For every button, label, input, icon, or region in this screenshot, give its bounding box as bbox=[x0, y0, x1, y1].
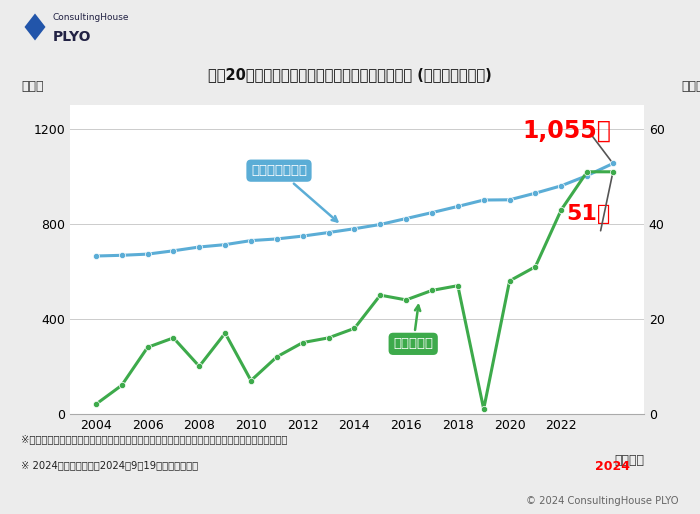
Text: 1,055円: 1,055円 bbox=[522, 118, 611, 142]
Polygon shape bbox=[25, 13, 46, 41]
Text: ※ 2024年度の数値は、2024年9月19日現在の見込額: ※ 2024年度の数値は、2024年9月19日現在の見込額 bbox=[21, 460, 198, 470]
Text: 2024: 2024 bbox=[596, 460, 631, 473]
Text: （年度）: （年度） bbox=[614, 454, 644, 467]
Text: 過去20年間の地域別最低賃金と引き上げ額の推移 (全国加重平均額): 過去20年間の地域別最低賃金と引き上げ額の推移 (全国加重平均額) bbox=[208, 67, 492, 82]
Text: 引き上げ額: 引き上げ額 bbox=[393, 305, 433, 351]
Text: 地域別最低賃金: 地域別最低賃金 bbox=[251, 164, 337, 222]
Text: © 2024 ConsultingHouse PLYO: © 2024 ConsultingHouse PLYO bbox=[526, 497, 679, 506]
Text: （円）: （円） bbox=[21, 80, 43, 93]
Text: （円）: （円） bbox=[681, 80, 700, 93]
Text: ※『平成４２年度から令和５年度までの地域別最低賃金改定状況』（厚生労働省）を基に筆者作成: ※『平成４２年度から令和５年度までの地域別最低賃金改定状況』（厚生労働省）を基に… bbox=[21, 434, 288, 444]
Text: PLYO: PLYO bbox=[52, 30, 91, 44]
Text: ConsultingHouse: ConsultingHouse bbox=[52, 13, 129, 22]
Text: 51円: 51円 bbox=[566, 205, 610, 225]
